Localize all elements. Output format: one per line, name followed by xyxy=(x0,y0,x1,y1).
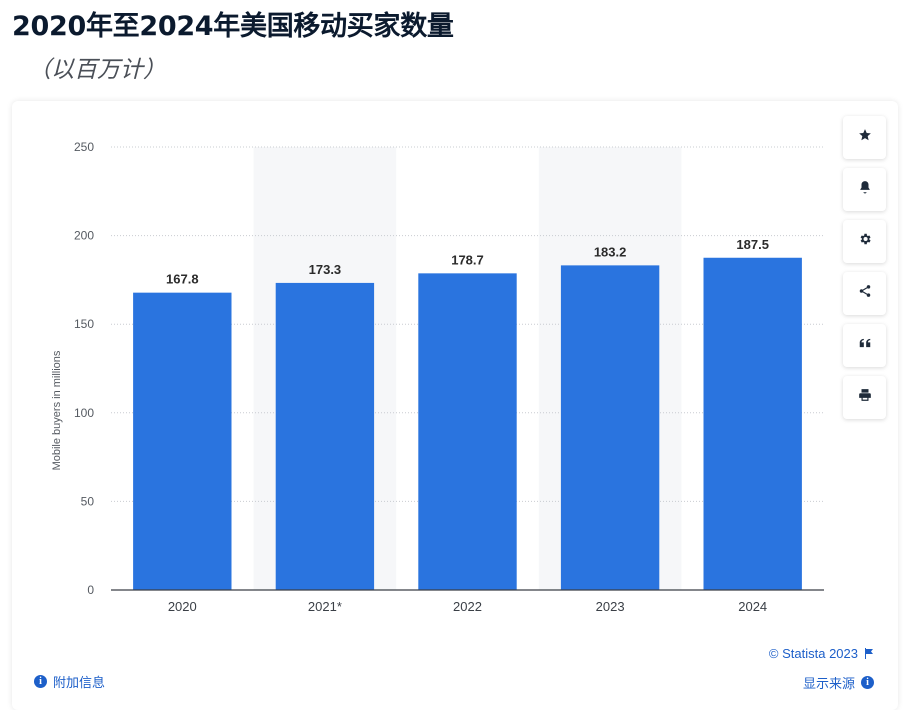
data-label: 173.3 xyxy=(309,262,342,277)
x-tick-label: 2020 xyxy=(168,599,197,614)
settings-button[interactable] xyxy=(843,220,886,263)
bar xyxy=(133,292,232,590)
show-source-link[interactable]: 显示来源 i xyxy=(803,673,874,692)
page-title: 2020年至2024年美国移动买家数量 xyxy=(12,11,454,42)
x-tick-label: 2024 xyxy=(738,599,767,614)
info-icon: i xyxy=(861,676,874,689)
y-tick-label: 50 xyxy=(81,494,95,508)
page-subtitle: （以百万计） xyxy=(28,57,166,83)
x-tick-label: 2022 xyxy=(453,599,482,614)
share-icon xyxy=(858,284,872,303)
data-label: 167.8 xyxy=(166,272,199,287)
bar-chart: 0 50 100 150 200 250 167.8 2020 173.3 2021* 178.7 2… xyxy=(51,140,824,614)
bar xyxy=(703,257,802,590)
bar xyxy=(275,282,375,590)
gear-icon xyxy=(858,232,872,251)
cite-button[interactable] xyxy=(843,324,886,367)
chart-toolbar xyxy=(843,116,886,428)
copyright-row: © Statista 2023 xyxy=(769,646,874,661)
x-tick-label: 2023 xyxy=(596,599,625,614)
y-tick-label: 100 xyxy=(74,406,94,420)
bar xyxy=(418,273,517,590)
print-icon xyxy=(858,388,872,407)
y-axis-title: Mobile buyers in millions xyxy=(51,350,63,470)
bar xyxy=(560,265,660,590)
y-tick-label: 0 xyxy=(87,583,94,597)
chart-card: 0 50 100 150 200 250 167.8 2020 173.3 2021* 178.7 2… xyxy=(12,101,898,710)
y-tick-label: 200 xyxy=(74,229,94,243)
quote-icon xyxy=(858,336,872,355)
data-label: 183.2 xyxy=(594,244,627,259)
data-label: 187.5 xyxy=(736,237,769,252)
additional-info-label: 附加信息 xyxy=(53,676,106,691)
print-button[interactable] xyxy=(843,376,886,419)
additional-info-link[interactable]: i 附加信息 xyxy=(34,672,105,691)
alert-button[interactable] xyxy=(843,168,886,211)
x-tick-label: 2021* xyxy=(308,599,342,614)
star-icon xyxy=(858,128,872,147)
bell-icon xyxy=(858,180,872,199)
copyright-text: © Statista 2023 xyxy=(768,646,858,661)
data-label: 178.7 xyxy=(451,252,484,267)
y-tick-label: 150 xyxy=(74,317,94,331)
favorite-button[interactable] xyxy=(843,116,886,159)
flag-icon[interactable] xyxy=(864,648,874,659)
info-icon: i xyxy=(34,675,47,688)
y-tick-label: 250 xyxy=(74,140,94,154)
share-button[interactable] xyxy=(843,272,886,315)
show-source-label: 显示来源 xyxy=(802,677,855,692)
